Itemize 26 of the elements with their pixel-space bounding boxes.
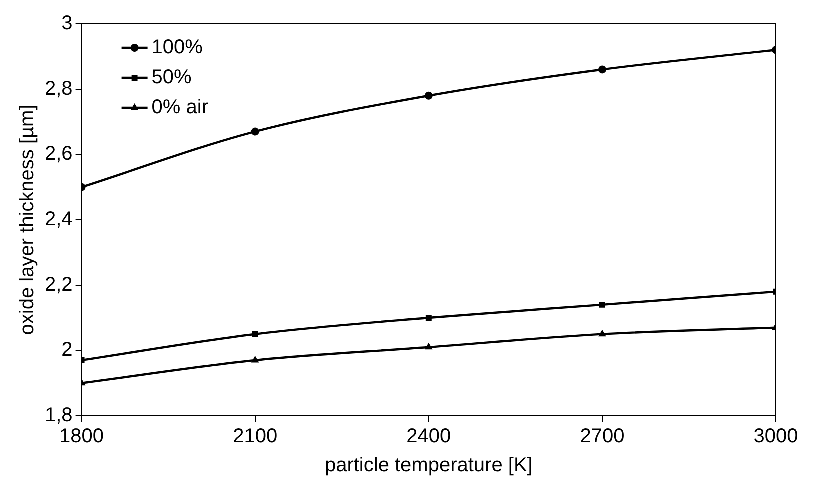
y-tick-label: 3: [62, 12, 73, 35]
point: [252, 331, 258, 338]
point: [426, 315, 432, 321]
point: [424, 92, 433, 100]
y-axis-title: oxide layer thickness [µm]: [16, 104, 39, 336]
legend-label: 100%: [152, 36, 204, 59]
x-tick-label: 1800: [60, 426, 104, 448]
x-tick-label: 3000: [754, 426, 798, 448]
x-tick-label: 2400: [406, 426, 452, 448]
y-tick-label: 1,8: [44, 404, 73, 427]
y-tick-label: 2,6: [44, 143, 73, 166]
point: [598, 66, 606, 74]
point: [251, 128, 260, 136]
y-tick-label: 2,4: [44, 208, 73, 231]
y-tick-label: 2: [62, 339, 73, 362]
point: [425, 343, 432, 350]
x-tick-label: 2700: [580, 426, 625, 448]
legend-label: 50%: [152, 66, 192, 89]
point: [252, 356, 259, 363]
legend-label: 0% air: [152, 96, 209, 119]
point: [598, 330, 606, 337]
x-tick-label: 2100: [233, 426, 278, 448]
x-axis-title: particle temperature [K]: [324, 454, 533, 477]
y-tick-label: 2,8: [44, 78, 73, 100]
point: [599, 302, 606, 308]
y-tick-label: 2,2: [44, 274, 73, 296]
